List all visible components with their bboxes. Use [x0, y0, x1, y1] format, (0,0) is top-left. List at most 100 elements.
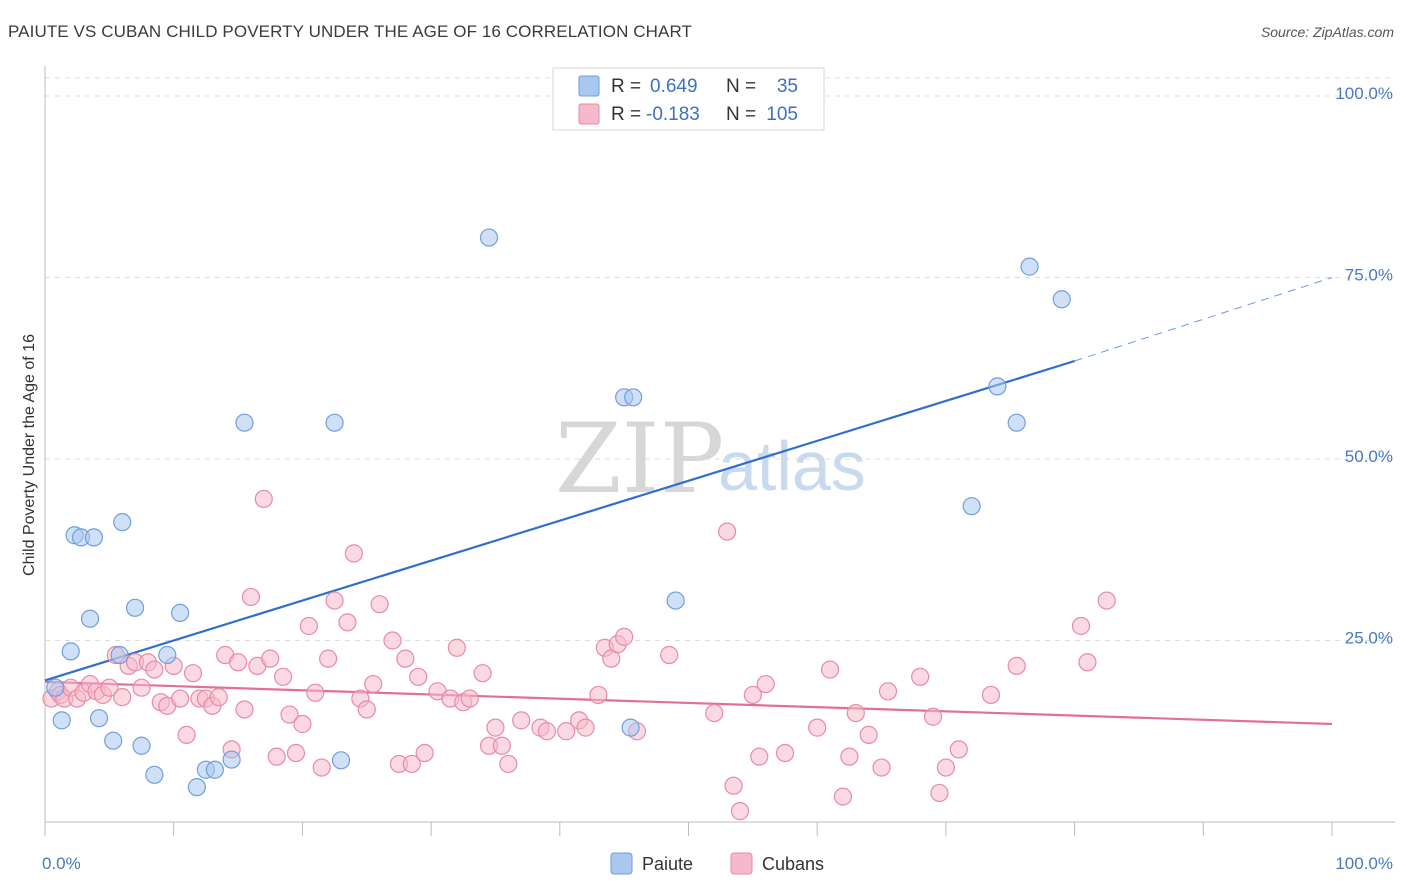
- paiute-point: [205, 760, 224, 779]
- cubans-point: [280, 705, 299, 724]
- cubans-point: [267, 747, 286, 766]
- cubans-point: [730, 802, 750, 821]
- cubans-point: [286, 743, 306, 763]
- cubans-point: [241, 587, 261, 607]
- chart-source: Source: ZipAtlas.com: [1260, 24, 1394, 40]
- paiute-point: [89, 709, 109, 728]
- cubans-point: [615, 627, 634, 646]
- paiute-point: [479, 228, 499, 247]
- legend-cubans-r-value: -0.183: [646, 104, 700, 125]
- legend-paiute-r-label: R =: [611, 76, 641, 97]
- cubans-point: [589, 685, 608, 705]
- grid-layer: [45, 77, 1395, 641]
- cubans-point: [743, 685, 762, 705]
- paiute-point: [46, 678, 65, 697]
- cubans-point: [357, 700, 376, 719]
- cubans-point: [293, 714, 312, 734]
- cubans-point: [299, 616, 318, 636]
- paiute-point: [1007, 413, 1026, 432]
- y-tick-label: 25.0%: [1345, 629, 1393, 648]
- cubans-point: [396, 649, 415, 668]
- paiute-point: [331, 751, 351, 770]
- cubans-point: [261, 649, 280, 668]
- stats-legend: R = 0.649 N = 35 R = -0.183 N = 105: [552, 67, 825, 131]
- cubans-point: [235, 700, 254, 719]
- legend-cubans-r-label: R =: [611, 104, 641, 125]
- paiute-point: [988, 377, 1007, 396]
- cubans-point: [370, 595, 389, 614]
- cubans-point: [718, 522, 737, 541]
- paiute-point: [1020, 257, 1039, 276]
- cubans-point: [1071, 616, 1091, 636]
- x-tick-label-max: 100.0%: [1335, 854, 1393, 873]
- cubans-point: [132, 678, 151, 697]
- paiute-point: [962, 497, 981, 516]
- cubans-point: [145, 660, 164, 679]
- cubans-point: [492, 736, 511, 755]
- cubans-point: [460, 689, 479, 708]
- cubans-point: [846, 703, 865, 723]
- cubans-point: [499, 754, 518, 774]
- legend-cubans-n-value: 105: [766, 104, 798, 125]
- cubans-point: [1097, 591, 1116, 610]
- chart-title: PAIUTE VS CUBAN CHILD POVERTY UNDER THE …: [8, 22, 693, 41]
- paiute-point: [80, 609, 100, 628]
- cubans-trend-line: [44, 680, 1333, 726]
- cubans-point: [923, 707, 943, 726]
- cubans-point: [878, 682, 898, 701]
- paiute-point: [158, 645, 177, 665]
- cubans-point: [183, 664, 203, 683]
- cubans-point: [228, 653, 248, 672]
- trend-layer: [44, 277, 1333, 726]
- cubans-point: [319, 649, 338, 668]
- legend-paiute-r-value: 0.649: [650, 76, 698, 97]
- cubans-point: [177, 725, 196, 744]
- cubans-point: [473, 664, 492, 683]
- cubans-point: [537, 722, 557, 741]
- paiute-point: [84, 528, 104, 547]
- x-tick-label-min: 0.0%: [42, 854, 81, 873]
- cubans-point: [808, 718, 827, 737]
- cubans-point: [930, 783, 949, 803]
- cubans-point: [724, 776, 743, 795]
- cubans-point: [872, 758, 891, 777]
- cubans-point: [576, 718, 595, 737]
- cubans-point: [557, 722, 576, 741]
- paiute-point: [325, 413, 344, 432]
- cubans-point: [660, 645, 679, 665]
- cubans-point: [338, 613, 357, 632]
- cubans-point: [859, 725, 878, 744]
- cubans-point: [209, 688, 228, 707]
- paiute-point: [187, 778, 206, 797]
- y-axis-title: Child Poverty Under the Age of 16: [21, 334, 38, 576]
- legend-paiute-n-label: N =: [726, 76, 756, 97]
- cubans-point: [325, 591, 344, 610]
- cubans-point: [949, 740, 968, 759]
- paiute-point: [145, 765, 164, 784]
- cubans-point: [756, 674, 775, 694]
- paiute-point: [235, 413, 254, 432]
- cubans-point: [911, 667, 930, 686]
- cubans-point: [1007, 656, 1026, 676]
- cubans-point: [273, 667, 293, 686]
- cubans-point: [820, 660, 840, 679]
- cubans-point: [1078, 653, 1097, 672]
- paiute-point: [61, 642, 80, 661]
- y-tick-label: 100.0%: [1335, 84, 1393, 103]
- cubans-point: [775, 743, 795, 763]
- paiute-point: [624, 388, 643, 407]
- cubans-point: [512, 711, 531, 730]
- paiute-point: [1052, 290, 1071, 309]
- cubans-point: [705, 703, 724, 723]
- y-tick-label: 50.0%: [1345, 447, 1393, 466]
- points-layer: [42, 228, 1116, 821]
- paiute-trend-extension: [1074, 277, 1333, 362]
- cubans-point: [981, 685, 1001, 705]
- paiute-point: [222, 750, 241, 769]
- series-legend-cubans-label: Cubans: [762, 854, 824, 874]
- legend-paiute-swatch: [578, 75, 600, 97]
- cubans-point: [100, 678, 119, 697]
- paiute-point: [621, 718, 640, 737]
- cubans-point: [171, 689, 190, 708]
- series-legend-paiute-swatch: [610, 852, 633, 875]
